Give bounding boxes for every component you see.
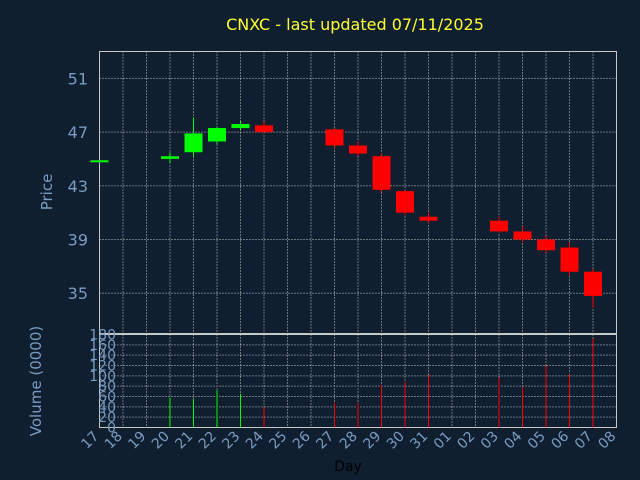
candle-body-down — [396, 191, 414, 213]
candle-body-down — [349, 145, 367, 154]
x-tick-label: 28 — [337, 429, 361, 453]
candle-body-down — [584, 271, 602, 296]
volume-tick-label: 40 — [98, 400, 116, 416]
price-tick-label: 35 — [68, 284, 88, 303]
x-tick-label: 19 — [125, 429, 149, 453]
candle-body-up — [90, 160, 109, 163]
price-axis-label: Price — [38, 174, 56, 211]
x-tick-label: 18 — [102, 429, 126, 453]
candle-body-down — [255, 125, 273, 133]
volume-tick-label: 20 — [98, 410, 116, 426]
candle-body-up — [231, 124, 250, 129]
candle-body-down — [513, 231, 532, 240]
candle-body-down — [537, 239, 555, 251]
x-tick-label: 04 — [501, 428, 525, 452]
x-tick-label: 20 — [149, 429, 173, 453]
volume-tick-label: 120 — [89, 359, 116, 375]
volume-tick-label: 140 — [89, 348, 116, 364]
candle-body-up — [208, 128, 226, 142]
candle-body-down — [325, 129, 344, 146]
volume-tick-label: 80 — [98, 379, 116, 395]
volume-bars — [169, 338, 594, 428]
x-tick-label: 29 — [360, 429, 384, 453]
price-tick-label: 43 — [68, 177, 88, 196]
x-tick-label: 23 — [219, 429, 243, 453]
x-tick-label: 01 — [431, 429, 455, 453]
x-tick-label: 24 — [243, 428, 267, 452]
candle-body-down — [490, 220, 508, 232]
chart-title: CNXC - last updated 07/11/2025 — [226, 15, 484, 34]
candles — [90, 117, 602, 308]
candle-body-up — [184, 133, 203, 153]
x-tick-label: 30 — [384, 429, 408, 453]
volume-axis-label: Volume (0000) — [27, 326, 45, 436]
x-tick-label: 25 — [266, 429, 290, 453]
x-axis-label: Day — [334, 459, 362, 475]
x-axis: 17 18 19 20 21 22 23 24 25 26 27 28 29 30 31 01 02 03 04 05… — [78, 428, 619, 452]
x-tick-label: 21 — [172, 429, 196, 453]
volume-tick-label: 100 — [89, 369, 116, 385]
x-tick-label: 07 — [572, 429, 596, 453]
x-tick-label: 02 — [454, 429, 478, 453]
x-tick-label: 08 — [595, 429, 619, 453]
candle-body-up — [161, 156, 179, 159]
volume-tick-label: 160 — [89, 338, 116, 354]
x-tick-label: 26 — [290, 428, 314, 452]
candle-body-down — [419, 216, 438, 221]
price-y-axis: 35 39 43 47 51 — [68, 69, 88, 303]
price-tick-label: 39 — [68, 231, 88, 250]
candle-body-down — [372, 156, 391, 190]
x-tick-label: 06 — [548, 428, 572, 452]
x-tick-label: 03 — [478, 429, 502, 453]
volume-tick-label: 0 — [107, 421, 116, 437]
volume-tick-label: 60 — [98, 390, 116, 406]
x-tick-label: 17 — [78, 429, 102, 453]
x-tick-label: 05 — [525, 429, 549, 453]
x-tick-label: 31 — [407, 429, 431, 453]
candle-body-down — [560, 247, 579, 272]
x-tick-label: 22 — [196, 429, 220, 453]
price-tick-label: 51 — [68, 69, 88, 88]
x-tick-label: 27 — [313, 429, 337, 453]
price-tick-label: 47 — [68, 123, 88, 142]
volume-tick-label: 180 — [89, 328, 116, 344]
